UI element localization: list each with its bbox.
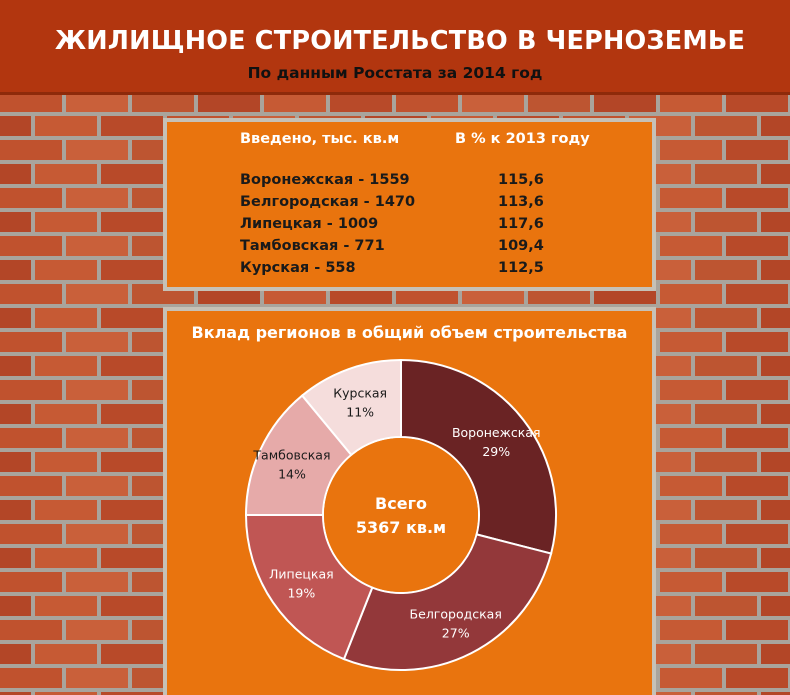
- table-row: Воронежская - 1559 115,6: [167, 172, 652, 194]
- slice-label-name: Тамбовская: [252, 448, 330, 463]
- slice-label-name: Курская: [333, 386, 387, 401]
- header-banner: ЖИЛИЩНОЕ СТРОИТЕЛЬСТВО В ЧЕРНОЗЕМЬЕ По д…: [0, 0, 790, 95]
- region-volume-cell: Липецкая - 1009: [240, 216, 379, 232]
- pie-slice-1: [342, 533, 553, 671]
- slice-label-name: Воронежская: [452, 425, 541, 440]
- region-volume-cell: Тамбовская - 771: [240, 238, 385, 254]
- slice-label-name: Белгородская: [410, 606, 502, 621]
- center-label-total: 5367 кв.м: [356, 518, 446, 537]
- chart-panel: Вклад регионов в общий объем строительст…: [167, 311, 652, 695]
- table-header-volume: Введено, тыс. кв.м: [240, 131, 400, 147]
- table-row: Тамбовская - 771 109,4: [167, 238, 652, 260]
- region-volume-cell: Воронежская - 1559: [240, 172, 410, 188]
- region-volume-cell: Белгородская - 1470: [240, 194, 416, 210]
- slice-label-name: Липецкая: [269, 567, 334, 582]
- region-percent-cell: 109,4: [498, 238, 544, 254]
- region-percent-cell: 115,6: [498, 172, 544, 188]
- donut-chart: Воронежская 29% Белгородская 27% Липецкая 19%…: [244, 358, 557, 671]
- slice-label-percent: 11%: [346, 405, 374, 420]
- region-percent-cell: 113,6: [498, 194, 544, 210]
- table-row: Липецкая - 1009 117,6: [167, 216, 652, 238]
- page-title: ЖИЛИЩНОЕ СТРОИТЕЛЬСТВО В ЧЕРНОЗЕМЬЕ: [54, 26, 746, 56]
- slice-label-percent: 14%: [278, 467, 306, 482]
- table-header-percent: В % к 2013 году: [455, 131, 590, 147]
- region-volume-cell: Курская - 558: [240, 260, 356, 276]
- center-label-title: Всего: [375, 494, 427, 513]
- table-row: Курская - 558 112,5: [167, 260, 652, 282]
- chart-title: Вклад регионов в общий объем строительст…: [191, 323, 628, 342]
- page-subtitle: По данным Росстата за 2014 год: [247, 64, 543, 82]
- region-percent-cell: 112,5: [498, 260, 544, 276]
- slice-label-percent: 27%: [442, 625, 470, 640]
- slice-label-percent: 29%: [482, 444, 510, 459]
- pie-slice-0: [400, 358, 557, 555]
- stats-table-panel: Введено, тыс. кв.м В % к 2013 году Ворон…: [167, 122, 652, 287]
- donut-center: [324, 438, 478, 592]
- pie-slice-4: [300, 358, 402, 457]
- slice-label-percent: 19%: [287, 586, 315, 601]
- pie-slice-2: [244, 514, 374, 661]
- table-row: Белгородская - 1470 113,6: [167, 194, 652, 216]
- region-percent-cell: 117,6: [498, 216, 544, 232]
